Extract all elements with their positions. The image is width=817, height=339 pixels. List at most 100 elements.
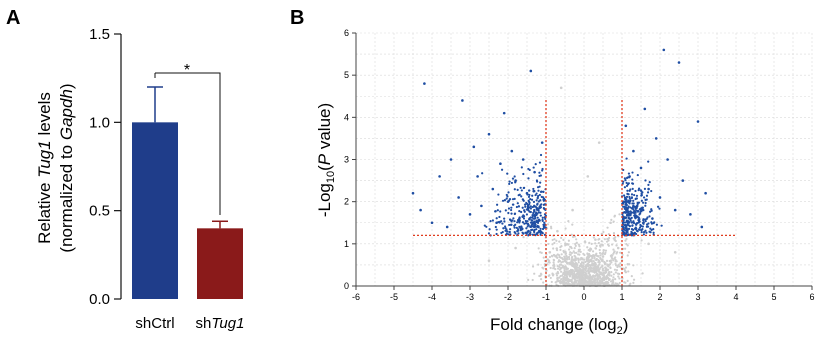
volcano-point-background xyxy=(586,246,589,249)
volcano-point-background xyxy=(619,251,622,254)
volcano-point-significant xyxy=(525,227,528,230)
volcano-point-significant xyxy=(704,191,707,195)
panel-b-volcano-plot: B -6 -5 -4 -3 -2 -1 0 1 2 3 4 5 6 0 1 2 3 4 5 6 Fold chang… xyxy=(290,7,815,337)
volcano-point-background xyxy=(577,253,580,256)
volcano-point-significant xyxy=(513,224,516,227)
volcano-point-background xyxy=(559,86,563,90)
volcano-point-background xyxy=(601,265,604,268)
volcano-point-background xyxy=(539,274,542,277)
y-tick-label: 6 xyxy=(344,28,349,38)
volcano-point-significant xyxy=(512,217,515,220)
volcano-point-background xyxy=(626,279,629,282)
volcano-point-significant xyxy=(625,176,629,180)
volcano-point-significant xyxy=(531,216,534,219)
volcano-point-background xyxy=(559,275,562,278)
volcano-point-significant xyxy=(626,231,629,234)
volcano-point-significant xyxy=(528,189,531,192)
x-tick-label: -3 xyxy=(466,292,474,302)
volcano-point-background xyxy=(522,236,525,239)
volcano-point-significant xyxy=(536,196,539,199)
volcano-point-significant xyxy=(630,211,633,214)
volcano-point-significant xyxy=(634,211,637,214)
volcano-point-background xyxy=(590,258,593,262)
volcano-point-background xyxy=(560,261,563,264)
volcano-point-significant xyxy=(505,197,508,200)
volcano-point-significant xyxy=(517,229,520,232)
volcano-point-background xyxy=(590,280,594,283)
volcano-point-background xyxy=(565,254,568,257)
volcano-point-significant xyxy=(622,217,626,220)
volcano-point-background xyxy=(630,275,633,278)
volcano-point-background xyxy=(610,270,613,274)
volcano-point-significant xyxy=(522,232,525,235)
volcano-point-significant xyxy=(631,232,634,236)
volcano-point-background xyxy=(549,225,553,228)
volcano-point-background xyxy=(610,256,613,259)
volcano-point-background xyxy=(583,240,587,243)
panel-b-xlabel: Fold change (log2) xyxy=(490,315,628,337)
volcano-point-background xyxy=(610,218,613,221)
volcano-point-significant xyxy=(518,219,521,222)
volcano-point-background xyxy=(570,233,573,236)
volcano-point-background xyxy=(600,259,604,262)
volcano-point-background xyxy=(542,267,545,270)
volcano-point-background xyxy=(582,280,586,283)
volcano-point-significant xyxy=(648,230,651,233)
x-tick-label: 4 xyxy=(733,292,738,302)
y-tick-label: 4 xyxy=(344,112,349,122)
volcano-point-significant xyxy=(629,188,632,191)
volcano-point-significant xyxy=(516,188,519,191)
volcano-point-significant xyxy=(530,198,534,201)
category-label-shtug1: shTug1 xyxy=(196,315,245,332)
volcano-point-background xyxy=(598,263,601,266)
volcano-point-background xyxy=(588,248,591,252)
volcano-point-significant xyxy=(537,200,540,203)
volcano-point-background xyxy=(573,272,576,275)
volcano-point-significant xyxy=(652,231,655,234)
volcano-point-background xyxy=(623,281,626,284)
volcano-point-background xyxy=(553,241,556,245)
volcano-point-background xyxy=(582,268,585,271)
volcano-point-significant xyxy=(631,182,635,185)
volcano-point-significant xyxy=(532,200,536,203)
volcano-point-significant xyxy=(529,225,532,228)
volcano-point-significant xyxy=(491,219,495,222)
volcano-point-significant xyxy=(529,69,533,73)
volcano-point-background xyxy=(549,266,552,270)
volcano-point-significant xyxy=(628,224,632,228)
volcano-point-background xyxy=(603,274,606,277)
volcano-point-significant xyxy=(642,221,645,224)
x-tick-label: -6 xyxy=(352,292,360,302)
volcano-point-background xyxy=(604,269,607,272)
volcano-point-significant xyxy=(650,222,654,225)
volcano-point-significant xyxy=(508,230,511,234)
panel-b-y-ticks: 0 1 2 3 4 5 6 xyxy=(344,28,356,291)
volcano-point-background xyxy=(597,238,600,241)
volcano-point-background xyxy=(571,208,574,212)
volcano-point-background xyxy=(605,259,609,262)
volcano-point-background xyxy=(599,245,602,248)
volcano-point-background xyxy=(594,242,597,245)
volcano-point-background xyxy=(632,264,635,267)
volcano-point-background xyxy=(618,213,621,216)
volcano-point-significant xyxy=(525,232,528,235)
bar-shctrl xyxy=(132,122,178,299)
volcano-point-significant xyxy=(481,172,484,175)
volcano-point-significant xyxy=(541,167,544,171)
volcano-point-background xyxy=(574,280,577,283)
volcano-point-significant xyxy=(646,216,649,219)
volcano-point-significant xyxy=(630,196,633,200)
volcano-point-significant xyxy=(532,187,535,191)
bar-shtug1 xyxy=(197,228,243,299)
volcano-point-background xyxy=(548,255,552,259)
x-tick-label: -2 xyxy=(504,292,512,302)
volcano-point-significant xyxy=(532,211,535,215)
volcano-point-background xyxy=(607,233,610,236)
volcano-point-significant xyxy=(626,223,629,226)
volcano-point-background xyxy=(600,232,603,235)
volcano-point-background xyxy=(592,262,595,266)
volcano-point-significant xyxy=(658,196,662,199)
volcano-point-significant xyxy=(510,223,513,226)
volcano-point-background xyxy=(594,247,597,250)
volcano-point-background xyxy=(566,243,569,246)
